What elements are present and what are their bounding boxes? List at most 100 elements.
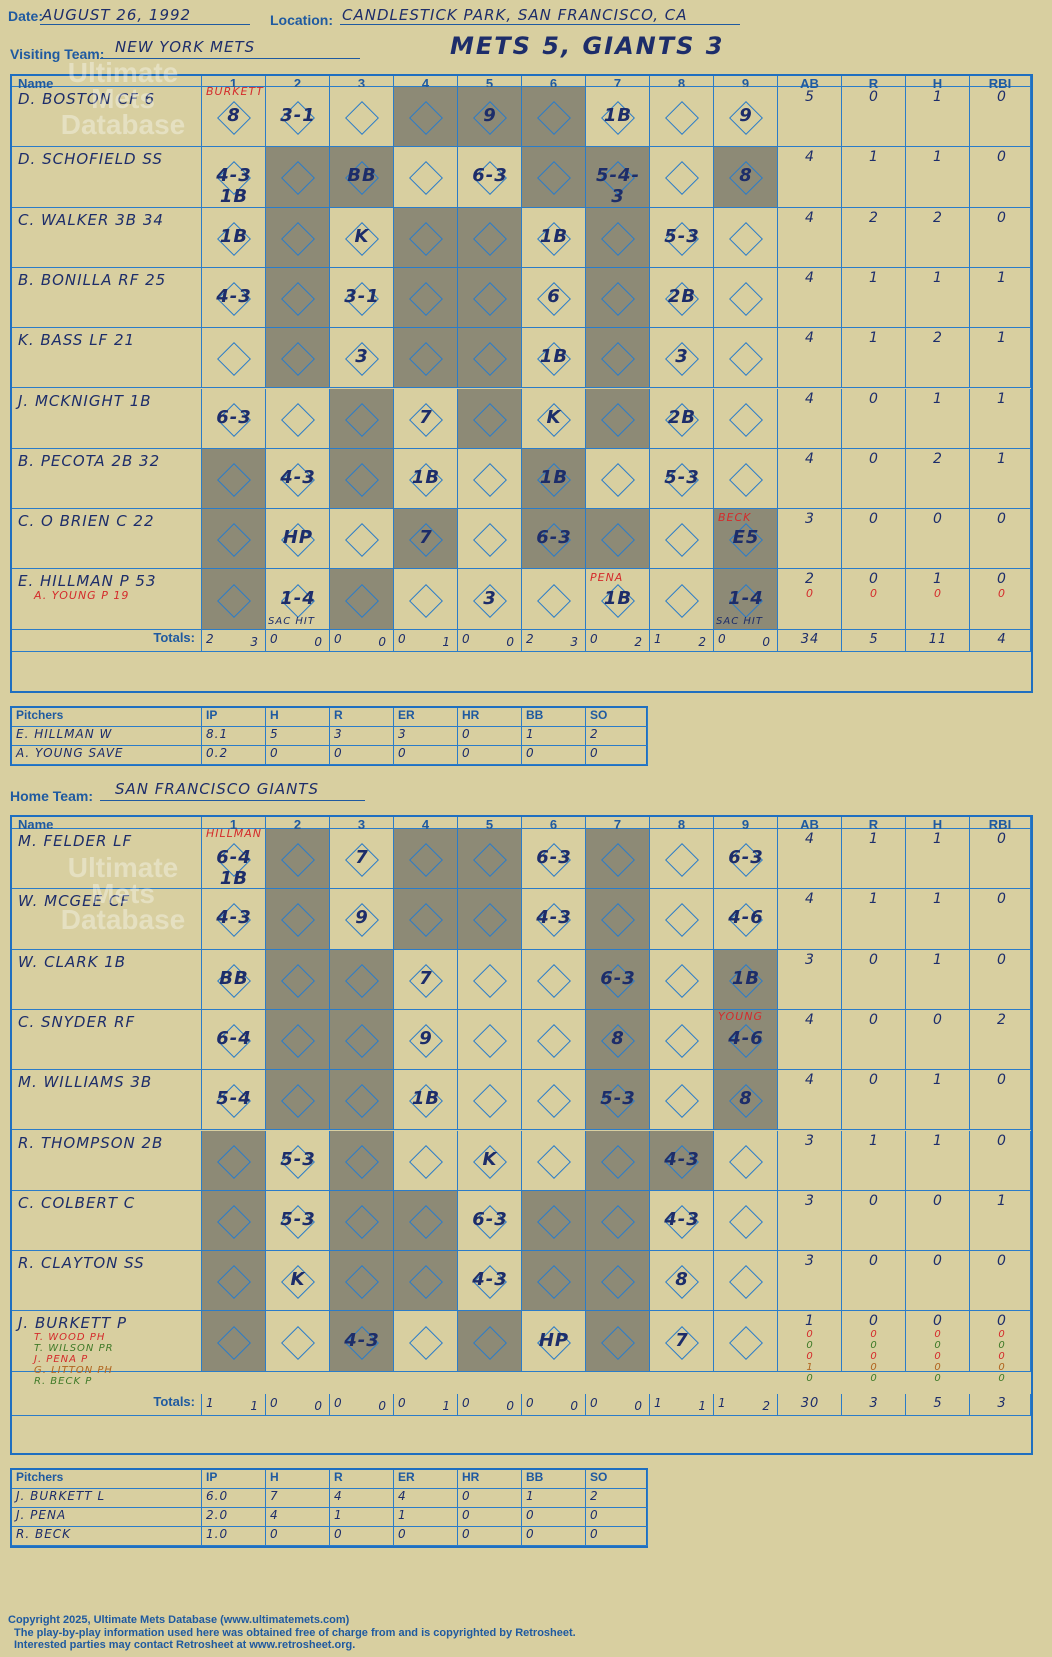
visitors-play-cell[interactable] — [394, 147, 458, 208]
home-play-cell[interactable]: HP — [522, 1311, 586, 1372]
visitors-play-cell[interactable]: 8 — [714, 147, 778, 208]
home-play-cell[interactable]: 1B — [394, 1070, 458, 1131]
home-play-cell[interactable] — [522, 1070, 586, 1131]
home-play-cell[interactable]: 8 — [650, 1251, 714, 1312]
visitors-play-cell[interactable] — [714, 267, 778, 329]
visitors-play-cell[interactable] — [330, 388, 394, 449]
visitors-play-cell[interactable]: 5-3 — [650, 207, 714, 268]
visitors-play-cell[interactable]: 6-3 — [458, 147, 522, 208]
visitors-play-cell[interactable]: 6 — [522, 267, 586, 329]
visitors-play-cell[interactable]: 3-1 — [330, 267, 394, 329]
home-play-cell[interactable] — [202, 1130, 266, 1191]
home-play-cell[interactable] — [522, 1251, 586, 1312]
home-play-cell[interactable]: 9 — [330, 889, 394, 950]
visitors-play-cell[interactable]: 1B — [522, 207, 586, 268]
home-play-cell[interactable] — [266, 1311, 330, 1372]
visitors-play-cell[interactable] — [266, 207, 330, 268]
visitors-play-cell[interactable]: 3 — [650, 328, 714, 389]
visitors-play-cell[interactable] — [458, 267, 522, 329]
home-play-cell[interactable]: K — [458, 1130, 522, 1191]
home-play-cell[interactable]: 4-6 — [714, 1009, 778, 1071]
home-play-cell[interactable]: 6-4 — [202, 1009, 266, 1071]
home-play-cell[interactable] — [586, 1190, 650, 1252]
home-play-cell[interactable] — [394, 1251, 458, 1312]
visitors-play-cell[interactable]: 5-4-3 — [586, 147, 650, 208]
home-play-cell[interactable] — [266, 829, 330, 890]
visitors-play-cell[interactable] — [330, 569, 394, 630]
visitors-play-cell[interactable] — [394, 207, 458, 268]
home-play-cell[interactable] — [522, 1009, 586, 1071]
visitors-play-cell[interactable] — [330, 509, 394, 570]
visitors-play-cell[interactable] — [586, 448, 650, 510]
home-play-cell[interactable] — [586, 889, 650, 950]
home-play-cell[interactable] — [266, 1070, 330, 1131]
home-play-cell[interactable]: 4-6 — [714, 889, 778, 950]
home-play-cell[interactable]: 8 — [586, 1009, 650, 1071]
home-play-cell[interactable]: 9 — [394, 1009, 458, 1071]
home-play-cell[interactable]: 7 — [394, 949, 458, 1010]
home-play-cell[interactable] — [330, 949, 394, 1010]
visitors-play-cell[interactable]: 4-3 — [266, 448, 330, 510]
home-play-cell[interactable] — [586, 829, 650, 890]
visitors-play-cell[interactable] — [586, 328, 650, 389]
home-play-cell[interactable]: 4-3 — [202, 889, 266, 950]
home-play-cell[interactable] — [458, 949, 522, 1010]
home-play-cell[interactable] — [394, 829, 458, 890]
home-play-cell[interactable] — [394, 889, 458, 950]
home-play-cell[interactable] — [330, 1130, 394, 1191]
visitors-play-cell[interactable] — [202, 448, 266, 510]
visitors-play-cell[interactable] — [202, 509, 266, 570]
visitors-play-cell[interactable]: 8 — [202, 87, 266, 148]
visitors-play-cell[interactable] — [586, 509, 650, 570]
home-play-cell[interactable]: 7 — [330, 829, 394, 890]
home-play-cell[interactable]: 4-3 — [650, 1190, 714, 1252]
visitors-play-cell[interactable] — [522, 87, 586, 148]
visitors-play-cell[interactable]: 4-3 1B — [202, 147, 266, 208]
visitors-play-cell[interactable]: 7 — [394, 388, 458, 449]
visitors-play-cell[interactable]: K — [330, 207, 394, 268]
home-play-cell[interactable] — [714, 1311, 778, 1372]
visitors-play-cell[interactable]: 7 — [394, 509, 458, 570]
visitors-play-cell[interactable] — [458, 328, 522, 389]
visitors-play-cell[interactable] — [714, 448, 778, 510]
visitors-play-cell[interactable] — [266, 388, 330, 449]
home-play-cell[interactable] — [458, 889, 522, 950]
home-play-cell[interactable]: 8 — [714, 1070, 778, 1131]
visitors-play-cell[interactable]: 1B — [522, 448, 586, 510]
home-play-cell[interactable] — [330, 1009, 394, 1071]
home-play-cell[interactable] — [330, 1070, 394, 1131]
visitors-play-cell[interactable]: E5 — [714, 509, 778, 570]
home-play-cell[interactable]: 6-4 1B — [202, 829, 266, 890]
visitors-play-cell[interactable] — [266, 147, 330, 208]
home-play-cell[interactable] — [650, 829, 714, 890]
home-play-cell[interactable] — [714, 1190, 778, 1252]
home-play-cell[interactable] — [586, 1311, 650, 1372]
home-play-cell[interactable] — [522, 1130, 586, 1191]
visitors-play-cell[interactable] — [714, 207, 778, 268]
home-play-cell[interactable]: 5-4 — [202, 1070, 266, 1131]
visitors-play-cell[interactable]: 9 — [458, 87, 522, 148]
visitors-play-cell[interactable] — [266, 328, 330, 389]
home-play-cell[interactable] — [266, 949, 330, 1010]
visitors-play-cell[interactable]: 1B — [522, 328, 586, 389]
home-play-cell[interactable] — [522, 1190, 586, 1252]
home-play-cell[interactable] — [394, 1311, 458, 1372]
visitors-play-cell[interactable] — [714, 328, 778, 389]
home-play-cell[interactable]: 5-3 — [266, 1190, 330, 1252]
visitors-play-cell[interactable] — [458, 388, 522, 449]
visitors-play-cell[interactable]: 1B — [586, 569, 650, 630]
home-play-cell[interactable] — [650, 949, 714, 1010]
home-play-cell[interactable] — [394, 1190, 458, 1252]
visitors-play-cell[interactable] — [330, 87, 394, 148]
visitors-play-cell[interactable]: 2B — [650, 388, 714, 449]
home-play-cell[interactable]: 5-3 — [266, 1130, 330, 1191]
home-play-cell[interactable]: 4-3 — [650, 1130, 714, 1191]
visitors-play-cell[interactable] — [330, 448, 394, 510]
home-play-cell[interactable]: 4-3 — [458, 1251, 522, 1312]
home-play-cell[interactable] — [202, 1190, 266, 1252]
home-play-cell[interactable] — [202, 1251, 266, 1312]
visitors-play-cell[interactable] — [650, 569, 714, 630]
home-play-cell[interactable]: 6-3 — [522, 829, 586, 890]
visitors-play-cell[interactable] — [202, 569, 266, 630]
home-play-cell[interactable]: 1B — [714, 949, 778, 1010]
